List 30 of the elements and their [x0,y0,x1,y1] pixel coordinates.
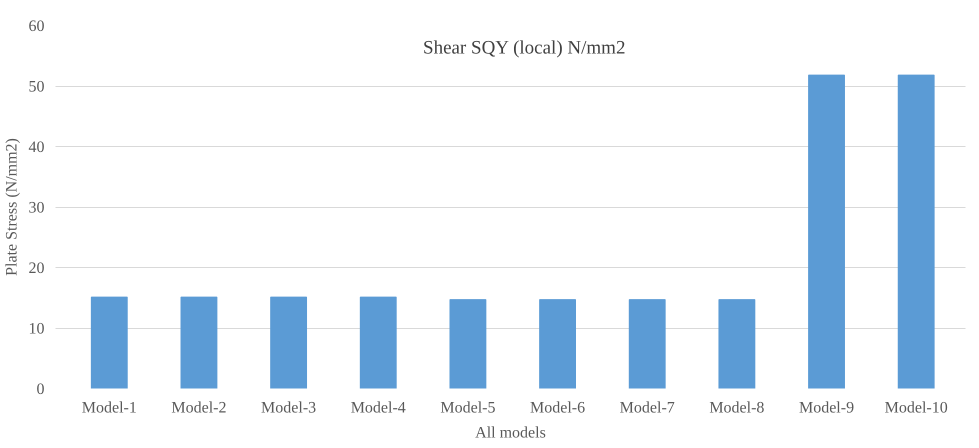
y-tick-label: 20 [28,260,44,277]
y-tick-label: 10 [28,320,44,338]
y-tick-label: 60 [28,18,44,35]
y-tick-label: 0 [36,381,44,398]
x-tick-label: Model-8 [709,400,764,416]
bar [628,299,666,388]
x-tick-label: Model-7 [620,400,675,416]
bar [898,74,935,388]
x-tick-label: Model-4 [350,400,406,416]
bar [90,296,128,388]
y-axis-title: Plate Stress (N/mm2) [4,138,20,276]
y-tick-label: 30 [28,200,44,216]
y-tick-label: 40 [28,139,44,156]
x-tick-label: Model-3 [261,400,316,416]
bar [718,299,756,388]
x-tick-label: Model-5 [440,400,496,416]
x-tick-label: Model-10 [884,400,948,416]
y-tick-label: 50 [28,78,44,96]
bar [360,296,397,388]
text: Shear SQY (local) N/mm2 [423,38,626,58]
x-tick-label: Model-1 [82,400,137,416]
x-tick-label: Model-6 [530,400,586,416]
bar [808,74,845,388]
bar [270,296,308,388]
bar [180,296,218,388]
x-axis-title: All models [475,424,546,442]
x-tick-label: Model-9 [798,400,854,416]
bar [539,299,576,388]
bar [449,299,486,388]
x-tick-label: Model-2 [171,400,227,416]
